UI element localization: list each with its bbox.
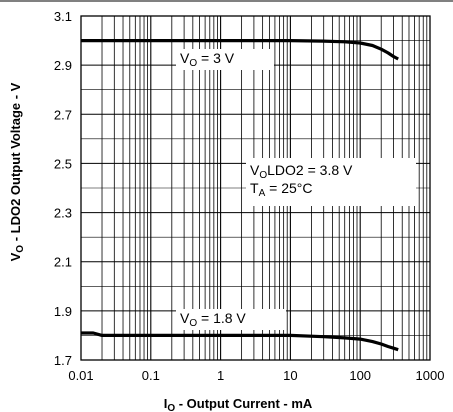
- y-tick-labels: 1.7 1.9 2.1 2.3 2.5 2.7 2.9 3.1: [54, 9, 72, 368]
- y-tick-label: 2.3: [54, 206, 72, 221]
- x-tick-label: 1: [217, 368, 224, 383]
- y-tick-label: 2.7: [54, 107, 72, 122]
- annotation-label: VOLDO2 = 3.8 V: [250, 162, 353, 181]
- x-tick-label: 10: [283, 368, 297, 383]
- x-tick-label: 0.1: [142, 368, 160, 383]
- annotation-label: VO = 3 V: [180, 50, 235, 69]
- y-axis-title: VO - LDO2 Output Voltage - V: [8, 82, 26, 261]
- x-tick-labels: 0.01 0.1 1 10 100 1000: [68, 368, 444, 383]
- y-tick-label: 1.7: [54, 353, 72, 368]
- series-lines: [81, 38, 399, 352]
- y-tick-label: 2.1: [54, 255, 72, 270]
- x-tick-label: 0.01: [68, 368, 93, 383]
- annotation-backdrop: [176, 309, 286, 330]
- series-line-2: [81, 331, 399, 352]
- annotations: VO = 3 V VO = 1.8 V VOLDO2 = 3.8 VTA = 25°…: [176, 49, 416, 330]
- annotation-label: VO = 1.8 V: [180, 310, 246, 329]
- x-tick-label: 100: [349, 368, 371, 383]
- x-tick-label: 1000: [416, 368, 445, 383]
- x-axis-title: IO - Output Current - mA: [164, 396, 313, 412]
- annotation-label: TA = 25°C: [250, 180, 312, 199]
- series-line-1: [81, 38, 399, 61]
- annotation-backdrop: [176, 49, 274, 70]
- y-tick-label: 1.9: [54, 304, 72, 319]
- annotation-backdrop: [246, 158, 416, 206]
- y-tick-label: 2.9: [54, 58, 72, 73]
- plot-frame: [80, 15, 431, 361]
- y-tick-label: 2.5: [54, 156, 72, 171]
- y-tick-label: 3.1: [54, 9, 72, 24]
